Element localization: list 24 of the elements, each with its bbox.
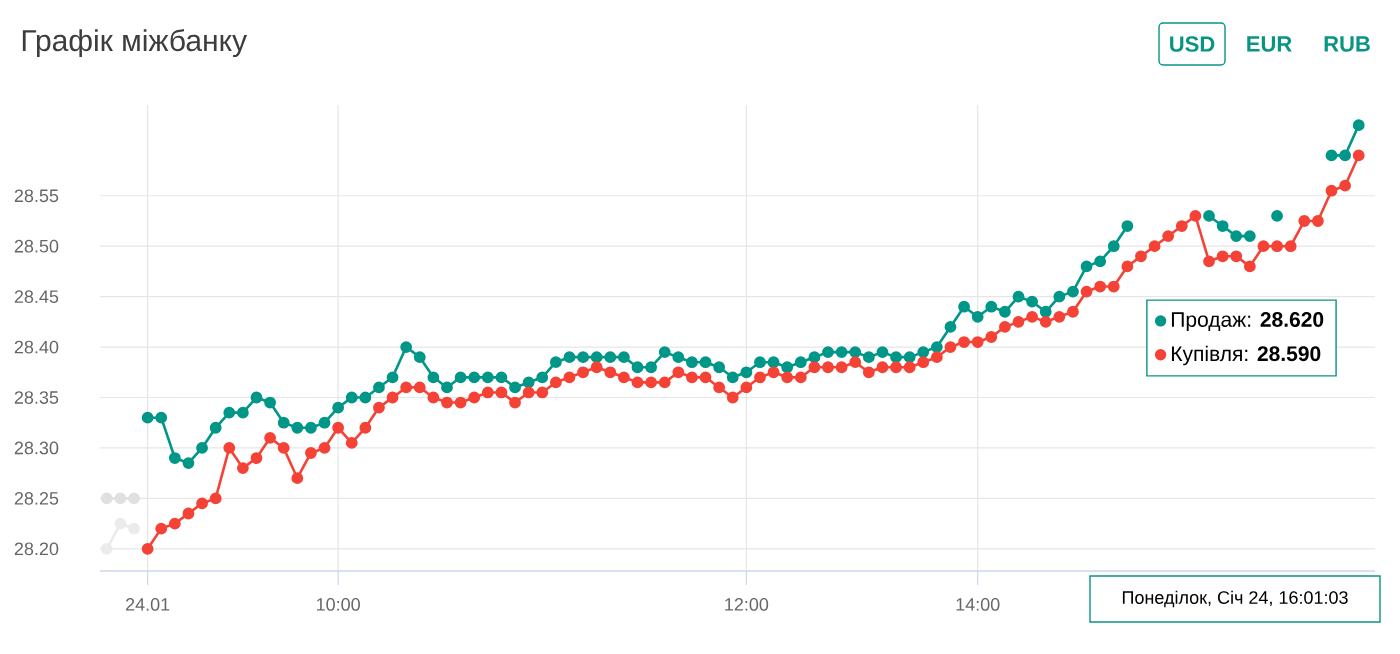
point: [100, 492, 113, 505]
x-tick-label: 14:00: [956, 598, 1000, 611]
annotation: : 28.590: [1245, 346, 1321, 362]
y-tick-label: 28.30: [14, 441, 59, 455]
x-tick-label: 24.01: [126, 598, 170, 611]
text: USD: [1170, 36, 1215, 52]
y-tick-label: 28.35: [14, 391, 59, 404]
chart-title: Графік міжбанку: [22, 28, 248, 58]
legend-label: Продаж: [1171, 312, 1247, 332]
text: EUR: [1247, 36, 1292, 52]
x-tick-label: 12:00: [725, 598, 769, 611]
text: RUB: [1324, 36, 1370, 52]
y-tick-label: 28.45: [14, 290, 59, 304]
annotation: : 28.620: [1248, 312, 1324, 327]
text: Понеділок, Січ 24, 16:01:03: [1122, 590, 1348, 608]
y-tick-label: 28.25: [14, 492, 59, 505]
y-tick-label: 28.40: [14, 340, 59, 354]
y-tick-label: 28.50: [14, 239, 59, 253]
point: [128, 492, 140, 505]
x-tick-label: 10:00: [316, 598, 360, 611]
y-tick-label: 28.20: [14, 542, 59, 556]
y-tick-label: 28.55: [14, 189, 59, 203]
legend-label: Купівля: [1172, 345, 1242, 366]
point: [114, 492, 127, 505]
